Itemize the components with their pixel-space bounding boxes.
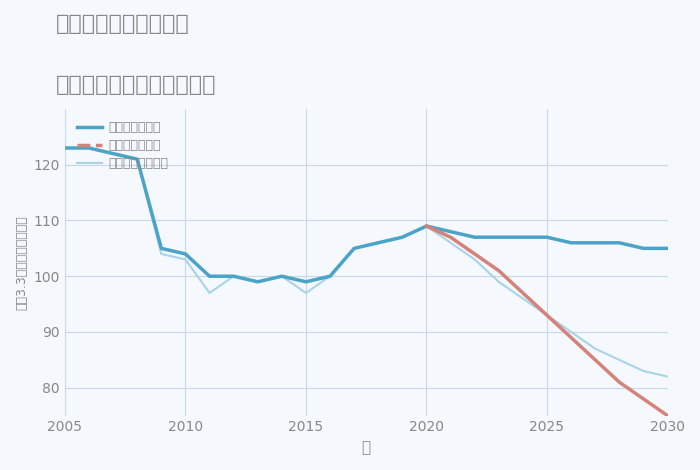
バッドシナリオ [639, 396, 648, 402]
バッドシナリオ [615, 379, 624, 385]
ノーマルシナリオ [326, 274, 335, 279]
グッドシナリオ [278, 274, 286, 279]
グッドシナリオ [326, 274, 335, 279]
バッドシナリオ [495, 268, 503, 274]
ノーマルシナリオ [422, 223, 430, 229]
バッドシナリオ [519, 290, 527, 296]
ノーマルシナリオ [61, 145, 69, 151]
グッドシナリオ [470, 235, 479, 240]
バッドシナリオ [591, 357, 599, 363]
ノーマルシナリオ [133, 157, 141, 162]
ノーマルシナリオ [447, 240, 455, 246]
X-axis label: 年: 年 [362, 440, 371, 455]
バッドシナリオ [422, 223, 430, 229]
ノーマルシナリオ [519, 296, 527, 301]
ノーマルシナリオ [542, 313, 551, 318]
ノーマルシナリオ [253, 279, 262, 285]
グッドシナリオ [157, 245, 165, 251]
グッドシナリオ [133, 157, 141, 162]
Legend: グッドシナリオ, バッドシナリオ, ノーマルシナリオ: グッドシナリオ, バッドシナリオ, ノーマルシナリオ [77, 121, 169, 171]
グッドシナリオ [181, 251, 190, 257]
グッドシナリオ [109, 151, 118, 157]
グッドシナリオ [615, 240, 624, 246]
Line: グッドシナリオ: グッドシナリオ [65, 148, 668, 282]
ノーマルシナリオ [205, 290, 214, 296]
グッドシナリオ [519, 235, 527, 240]
グッドシナリオ [447, 229, 455, 235]
ノーマルシナリオ [85, 145, 93, 151]
ノーマルシナリオ [230, 274, 238, 279]
ノーマルシナリオ [495, 279, 503, 285]
グッドシナリオ [567, 240, 575, 246]
グッドシナリオ [495, 235, 503, 240]
グッドシナリオ [230, 274, 238, 279]
ノーマルシナリオ [615, 357, 624, 363]
Text: 奈良県橿原市縄手町の: 奈良県橿原市縄手町の [56, 14, 190, 34]
バッドシナリオ [542, 313, 551, 318]
ノーマルシナリオ [157, 251, 165, 257]
グッドシナリオ [302, 279, 310, 285]
ノーマルシナリオ [350, 245, 358, 251]
ノーマルシナリオ [567, 329, 575, 335]
ノーマルシナリオ [278, 274, 286, 279]
グッドシナリオ [422, 223, 430, 229]
ノーマルシナリオ [470, 257, 479, 262]
グッドシナリオ [398, 235, 407, 240]
Line: バッドシナリオ: バッドシナリオ [426, 226, 668, 415]
グッドシナリオ [61, 145, 69, 151]
バッドシナリオ [447, 235, 455, 240]
グッドシナリオ [639, 245, 648, 251]
グッドシナリオ [350, 245, 358, 251]
バッドシナリオ [567, 335, 575, 340]
ノーマルシナリオ [109, 151, 118, 157]
ノーマルシナリオ [374, 240, 382, 246]
Text: 中古マンションの価格推移: 中古マンションの価格推移 [56, 75, 216, 95]
グッドシナリオ [253, 279, 262, 285]
ノーマルシナリオ [181, 257, 190, 262]
グッドシナリオ [542, 235, 551, 240]
グッドシナリオ [374, 240, 382, 246]
グッドシナリオ [664, 245, 672, 251]
グッドシナリオ [85, 145, 93, 151]
バッドシナリオ [664, 413, 672, 418]
ノーマルシナリオ [302, 290, 310, 296]
ノーマルシナリオ [639, 368, 648, 374]
ノーマルシナリオ [664, 374, 672, 379]
Y-axis label: 平（3.3㎡）単価（万円）: 平（3.3㎡）単価（万円） [15, 215, 28, 310]
グッドシナリオ [591, 240, 599, 246]
ノーマルシナリオ [591, 346, 599, 352]
バッドシナリオ [470, 251, 479, 257]
Line: ノーマルシナリオ: ノーマルシナリオ [65, 148, 668, 376]
ノーマルシナリオ [398, 235, 407, 240]
グッドシナリオ [205, 274, 214, 279]
